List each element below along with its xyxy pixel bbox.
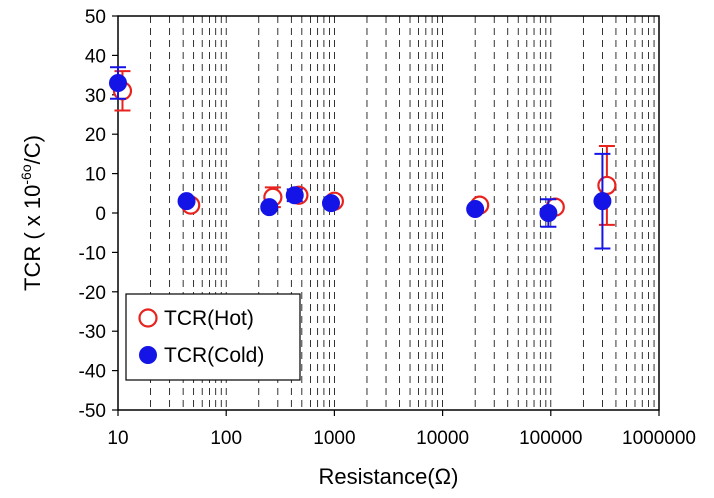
data-point bbox=[593, 192, 612, 211]
series-cold bbox=[109, 66, 612, 250]
legend-label-hot: TCR(Hot) bbox=[164, 307, 254, 330]
y-tick-label: -20 bbox=[79, 283, 106, 304]
x-tick-label: 100 bbox=[210, 428, 242, 449]
y-tick-label: 50 bbox=[85, 7, 106, 28]
legend-marker-hot bbox=[138, 308, 158, 328]
y-label-prefix: TCR ( x 10 bbox=[20, 185, 45, 291]
y-tick-label: 40 bbox=[85, 46, 106, 67]
x-axis-label: Resistance(Ω) bbox=[319, 464, 459, 489]
x-tick-label: 1000000 bbox=[622, 428, 696, 449]
data-point bbox=[597, 175, 617, 196]
x-axis-ticks: 10 100 1000 10000 100000 1000000 bbox=[107, 410, 696, 449]
y-tick-label: 30 bbox=[85, 86, 106, 107]
data-point bbox=[466, 200, 485, 219]
x-tick-label: 100000 bbox=[519, 428, 582, 449]
x-tick-label: 10 bbox=[107, 428, 128, 449]
x-tick-label: 1000 bbox=[313, 428, 355, 449]
y-tick-label: 20 bbox=[85, 125, 106, 146]
data-point bbox=[539, 204, 558, 222]
legend: TCR(Hot) TCR(Cold) bbox=[125, 293, 301, 381]
y-axis-ticks: 50 40 30 20 10 0 -10 -20 -30 -40 -50 bbox=[79, 7, 118, 422]
data-point bbox=[285, 186, 304, 205]
grid-lines bbox=[150, 16, 655, 410]
legend-marker-cold bbox=[139, 346, 157, 364]
y-tick-label: -10 bbox=[79, 243, 106, 264]
y-label-exponent: -6 bbox=[18, 172, 34, 185]
data-series bbox=[109, 66, 617, 250]
data-point bbox=[321, 194, 340, 213]
y-tick-label: 10 bbox=[85, 165, 106, 186]
y-tick-label: -40 bbox=[79, 362, 106, 383]
y-label-degree: o bbox=[18, 164, 34, 172]
y-tick-label: -30 bbox=[79, 322, 106, 343]
data-point bbox=[109, 73, 127, 92]
y-tick-label: 0 bbox=[95, 204, 106, 225]
legend-box bbox=[125, 293, 301, 381]
data-point bbox=[260, 198, 279, 217]
y-tick-label: -50 bbox=[79, 401, 106, 422]
data-point bbox=[177, 192, 196, 211]
legend-label-cold: TCR(Cold) bbox=[164, 344, 264, 367]
x-tick-label: 10000 bbox=[416, 428, 469, 449]
y-label-suffix: /C) bbox=[20, 135, 45, 164]
y-axis-label: TCR ( x 10-6o/C) bbox=[18, 135, 45, 291]
